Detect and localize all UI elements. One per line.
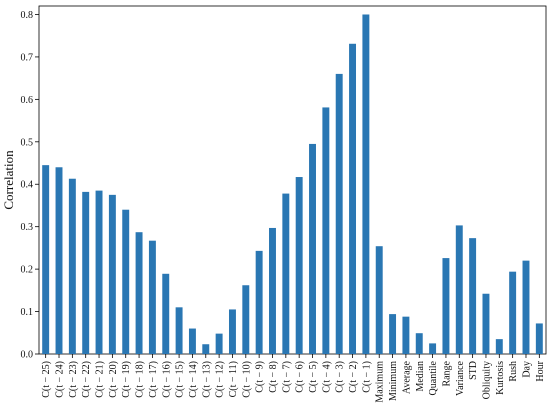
x-tick-label: C(t − 11) bbox=[228, 361, 239, 397]
bar bbox=[108, 194, 116, 354]
bar bbox=[269, 227, 276, 354]
bar bbox=[322, 107, 330, 355]
x-tick-label: C(t − 8) bbox=[268, 361, 279, 393]
bar bbox=[282, 193, 290, 354]
bar bbox=[522, 260, 530, 354]
x-tick-label: C(t − 14) bbox=[188, 361, 199, 398]
y-axis-title: Correlation bbox=[1, 150, 16, 210]
bar bbox=[295, 177, 303, 354]
x-tick-label: C(t − 20) bbox=[108, 361, 119, 398]
bar bbox=[202, 344, 210, 354]
x-tick-label: C(t − 3) bbox=[335, 361, 346, 393]
bar bbox=[82, 191, 90, 354]
bar bbox=[215, 333, 223, 354]
x-tick-label: C(t − 13) bbox=[201, 361, 212, 398]
bar bbox=[255, 250, 263, 354]
bar bbox=[242, 285, 250, 354]
x-tick-label: C(t − 7) bbox=[281, 361, 292, 393]
x-tick-label: C(t − 16) bbox=[161, 361, 172, 398]
x-tick-label: C(t − 23) bbox=[68, 361, 79, 398]
plot-frame bbox=[38, 5, 547, 355]
x-tick-label: C(t − 12) bbox=[215, 361, 226, 398]
x-tick-label: C(t − 15) bbox=[175, 361, 186, 398]
x-tick-label: Kurtosis bbox=[495, 361, 506, 395]
y-tick-label: 0.0 bbox=[21, 350, 34, 361]
y-tick-label: 0.6 bbox=[21, 95, 34, 106]
bar bbox=[455, 225, 463, 354]
bar bbox=[535, 323, 543, 354]
x-tick-label: Average bbox=[401, 360, 412, 394]
y-tick-label: 0.5 bbox=[21, 137, 34, 148]
x-tick-label: C(t − 25) bbox=[41, 361, 52, 398]
x-tick-label: C(t − 18) bbox=[135, 361, 146, 398]
y-tick-label: 0.7 bbox=[21, 52, 34, 63]
x-tick-label: STD bbox=[468, 361, 479, 380]
x-tick-label: Obliquity bbox=[481, 361, 492, 399]
bar bbox=[55, 167, 63, 354]
x-tick-label: Rush bbox=[508, 361, 519, 382]
bar bbox=[135, 232, 143, 354]
x-tick-label: Hour bbox=[535, 360, 546, 381]
x-tick-label: C(t − 22) bbox=[81, 361, 92, 398]
bar bbox=[389, 314, 397, 354]
x-tick-label: C(t − 10) bbox=[241, 361, 252, 398]
bar bbox=[442, 258, 450, 354]
x-tick-label: C(t − 17) bbox=[148, 361, 159, 398]
bars bbox=[42, 14, 543, 355]
bar bbox=[495, 339, 503, 354]
bar bbox=[188, 328, 196, 354]
x-tick-label: Quantile bbox=[428, 360, 439, 395]
x-tick-label: Minimum bbox=[388, 361, 399, 401]
bar bbox=[148, 240, 156, 354]
bar bbox=[175, 307, 183, 354]
bar bbox=[228, 309, 236, 354]
y-tick-label: 0.8 bbox=[21, 10, 34, 21]
bar bbox=[375, 246, 383, 354]
bar bbox=[415, 333, 423, 354]
bar bbox=[429, 343, 437, 354]
bar bbox=[469, 238, 477, 354]
bar bbox=[68, 178, 76, 354]
x-tick-label: C(t − 24) bbox=[55, 361, 66, 398]
labels: 0.00.10.20.30.40.50.60.70.8C(t − 25) C(t … bbox=[21, 10, 546, 403]
x-tick-label: C(t − 6) bbox=[295, 361, 306, 393]
x-tick-label: Range bbox=[441, 360, 452, 386]
y-tick-label: 0.1 bbox=[21, 307, 34, 318]
x-tick-label: Maximum bbox=[375, 361, 386, 403]
bar bbox=[162, 273, 170, 354]
bar bbox=[95, 190, 103, 354]
bar bbox=[42, 165, 50, 354]
x-tick-label: Median bbox=[415, 361, 426, 392]
bar bbox=[122, 209, 130, 354]
x-tick-label: C(t − 19) bbox=[121, 361, 132, 398]
bar bbox=[482, 293, 490, 354]
bar bbox=[509, 271, 517, 354]
x-tick-label: C(t − 2) bbox=[348, 361, 359, 393]
x-tick-label: C(t − 9) bbox=[255, 361, 266, 393]
bar bbox=[335, 73, 343, 354]
x-tick-label: Day bbox=[521, 361, 532, 378]
axes bbox=[35, 5, 547, 358]
x-tick-label: C(t − 21) bbox=[95, 361, 106, 398]
x-tick-label: C(t − 5) bbox=[308, 361, 319, 393]
x-tick-label: C(t − 4) bbox=[321, 361, 332, 393]
y-tick-label: 0.4 bbox=[21, 180, 34, 191]
y-tick-label: 0.3 bbox=[21, 222, 34, 233]
x-tick-label: Variance bbox=[455, 360, 466, 396]
bar bbox=[402, 316, 410, 354]
x-tick-label: C(t − 1) bbox=[361, 361, 372, 393]
y-tick-label: 0.2 bbox=[21, 265, 34, 276]
bar bbox=[349, 43, 357, 355]
bar bbox=[362, 14, 370, 355]
bar bbox=[309, 143, 316, 354]
